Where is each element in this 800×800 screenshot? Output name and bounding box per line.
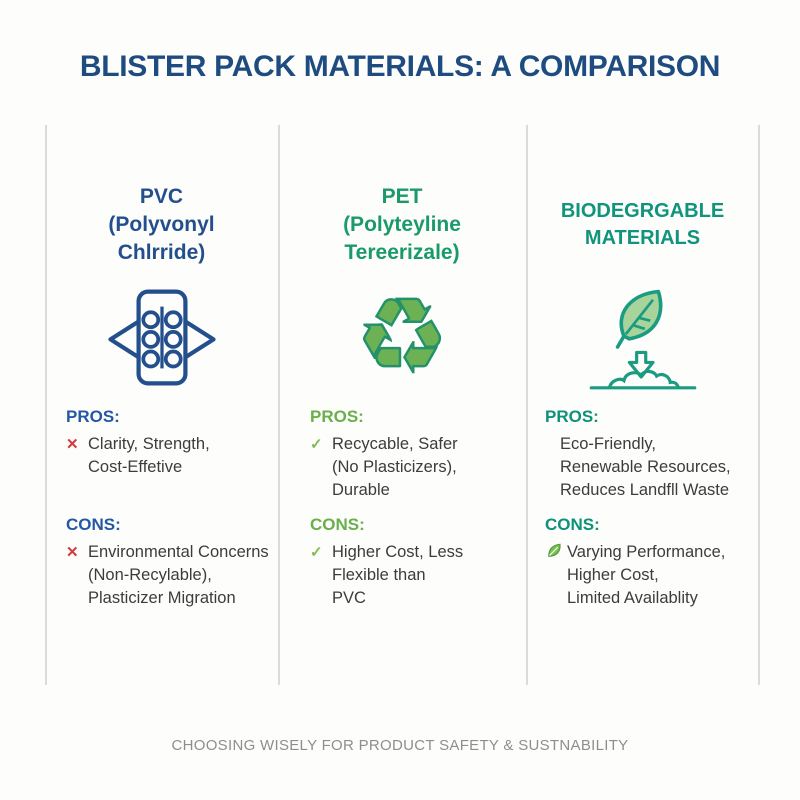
column-biodegradable: BIODEGRGABLE MATERIALS PROS: (526, 125, 759, 685)
cons-text-line: Flexible than (332, 566, 426, 584)
pvc-pros-section: PROS: ✕ Clarity, Strength, Cost-Effetive (45, 407, 278, 515)
pros-text: Recycable, Safer (No Plasticizers), Dura… (332, 433, 458, 502)
cons-text-line: Plasticizer Migration (88, 589, 236, 607)
cons-text-line: Higher Cost, Less (332, 543, 464, 561)
pros-text-line: Clarity, Strength, (88, 435, 210, 453)
pros-text-line: Reduces Landfll Waste (560, 481, 730, 499)
pvc-header: PVC (Polyvonyl Chlrride) (45, 177, 278, 273)
cons-text-line: Limited Availablity (567, 589, 698, 607)
cons-text-line: Higher Cost, (567, 566, 659, 584)
biodegradable-pros-section: PROS: Eco-Friendly, Renewable Resources,… (526, 407, 759, 515)
biodegradable-header-line: BIODEGRGABLE (560, 200, 725, 222)
cons-text-line: PVC (332, 589, 366, 607)
recycling-arrows-icon: ♻ (354, 279, 450, 395)
footer-tagline: CHOOSING WISELY FOR PRODUCT SAFETY & SUS… (171, 737, 629, 754)
cons-label: CONS: (545, 515, 600, 534)
column-pet: PET (Polyteyline Tereerizale) ♻ PROS: ✓ … (278, 125, 526, 685)
pros-text-line: Eco-Friendly, (560, 435, 656, 453)
pet-header: PET (Polyteyline Tereerizale) (278, 177, 526, 273)
cons-text: Varying Performance, Higher Cost, Limite… (567, 541, 725, 610)
cons-text: Higher Cost, Less Flexible than PVC (332, 541, 463, 610)
cross-bullet-icon: ✕ (66, 544, 79, 561)
cons-label: CONS: (310, 515, 365, 534)
pvc-header-line: PVC (139, 185, 184, 208)
pvc-header-line: (Polyvonyl (108, 213, 215, 236)
leaf-compost-icon (526, 281, 759, 393)
blister-pack-icon (45, 281, 278, 393)
cons-label: CONS: (66, 515, 121, 534)
pros-text-line: Renewable Resources, (560, 458, 731, 476)
column-pvc: PVC (Polyvonyl Chlrride) PROS: (45, 125, 278, 685)
page-title: BLISTER PACK MATERIALS: A COMPARISON (79, 50, 721, 83)
pet-header-line: (Polyteyline (343, 213, 461, 236)
comparison-board: PVC (Polyvonyl Chlrride) PROS: (45, 125, 760, 685)
pvc-header-line: Chlrride) (117, 241, 206, 264)
pros-text-line: Recycable, Safer (332, 435, 458, 453)
column-divider (278, 125, 280, 685)
pros-text-line: (No Plasticizers), (332, 458, 457, 476)
pros-label: PROS: (310, 407, 364, 426)
cons-text-line: Environmental Concerns (88, 543, 269, 561)
pet-pros-section: PROS: ✓ Recycable, Safer (No Plasticizer… (278, 407, 526, 515)
check-bullet-icon: ✓ (310, 436, 323, 453)
cons-text-line: (Non-Recylable), (88, 566, 212, 584)
pros-text: Eco-Friendly, Renewable Resources, Reduc… (560, 433, 731, 502)
cons-text: Environmental Concerns (Non-Recylable), … (88, 541, 269, 610)
column-divider (758, 125, 760, 685)
pet-header-line: Tereerizale) (344, 241, 460, 264)
biodegradable-cons-section: CONS: Varying Performance, Higher Cost, … (526, 515, 759, 610)
pros-label: PROS: (66, 407, 120, 426)
leaf-bullet-icon (545, 541, 567, 610)
biodegradable-header-line: MATERIALS (584, 227, 701, 249)
biodegradable-header: BIODEGRGABLE MATERIALS (526, 177, 759, 273)
column-divider (526, 125, 528, 685)
pros-label: PROS: (545, 407, 599, 426)
cross-bullet-icon: ✕ (66, 436, 79, 453)
pet-cons-section: CONS: ✓ Higher Cost, Less Flexible than … (278, 515, 526, 610)
pvc-cons-section: CONS: ✕ Environmental Concerns (Non-Recy… (45, 515, 278, 610)
check-bullet-icon: ✓ (310, 544, 323, 561)
cons-text-line: Varying Performance, (567, 543, 726, 561)
pet-header-line: PET (381, 185, 423, 208)
column-divider (45, 125, 47, 685)
pros-text-line: Cost-Effetive (88, 458, 183, 476)
pros-text-line: Durable (332, 481, 390, 499)
empty-bullet (545, 433, 560, 502)
pros-text: Clarity, Strength, Cost-Effetive (88, 433, 210, 479)
